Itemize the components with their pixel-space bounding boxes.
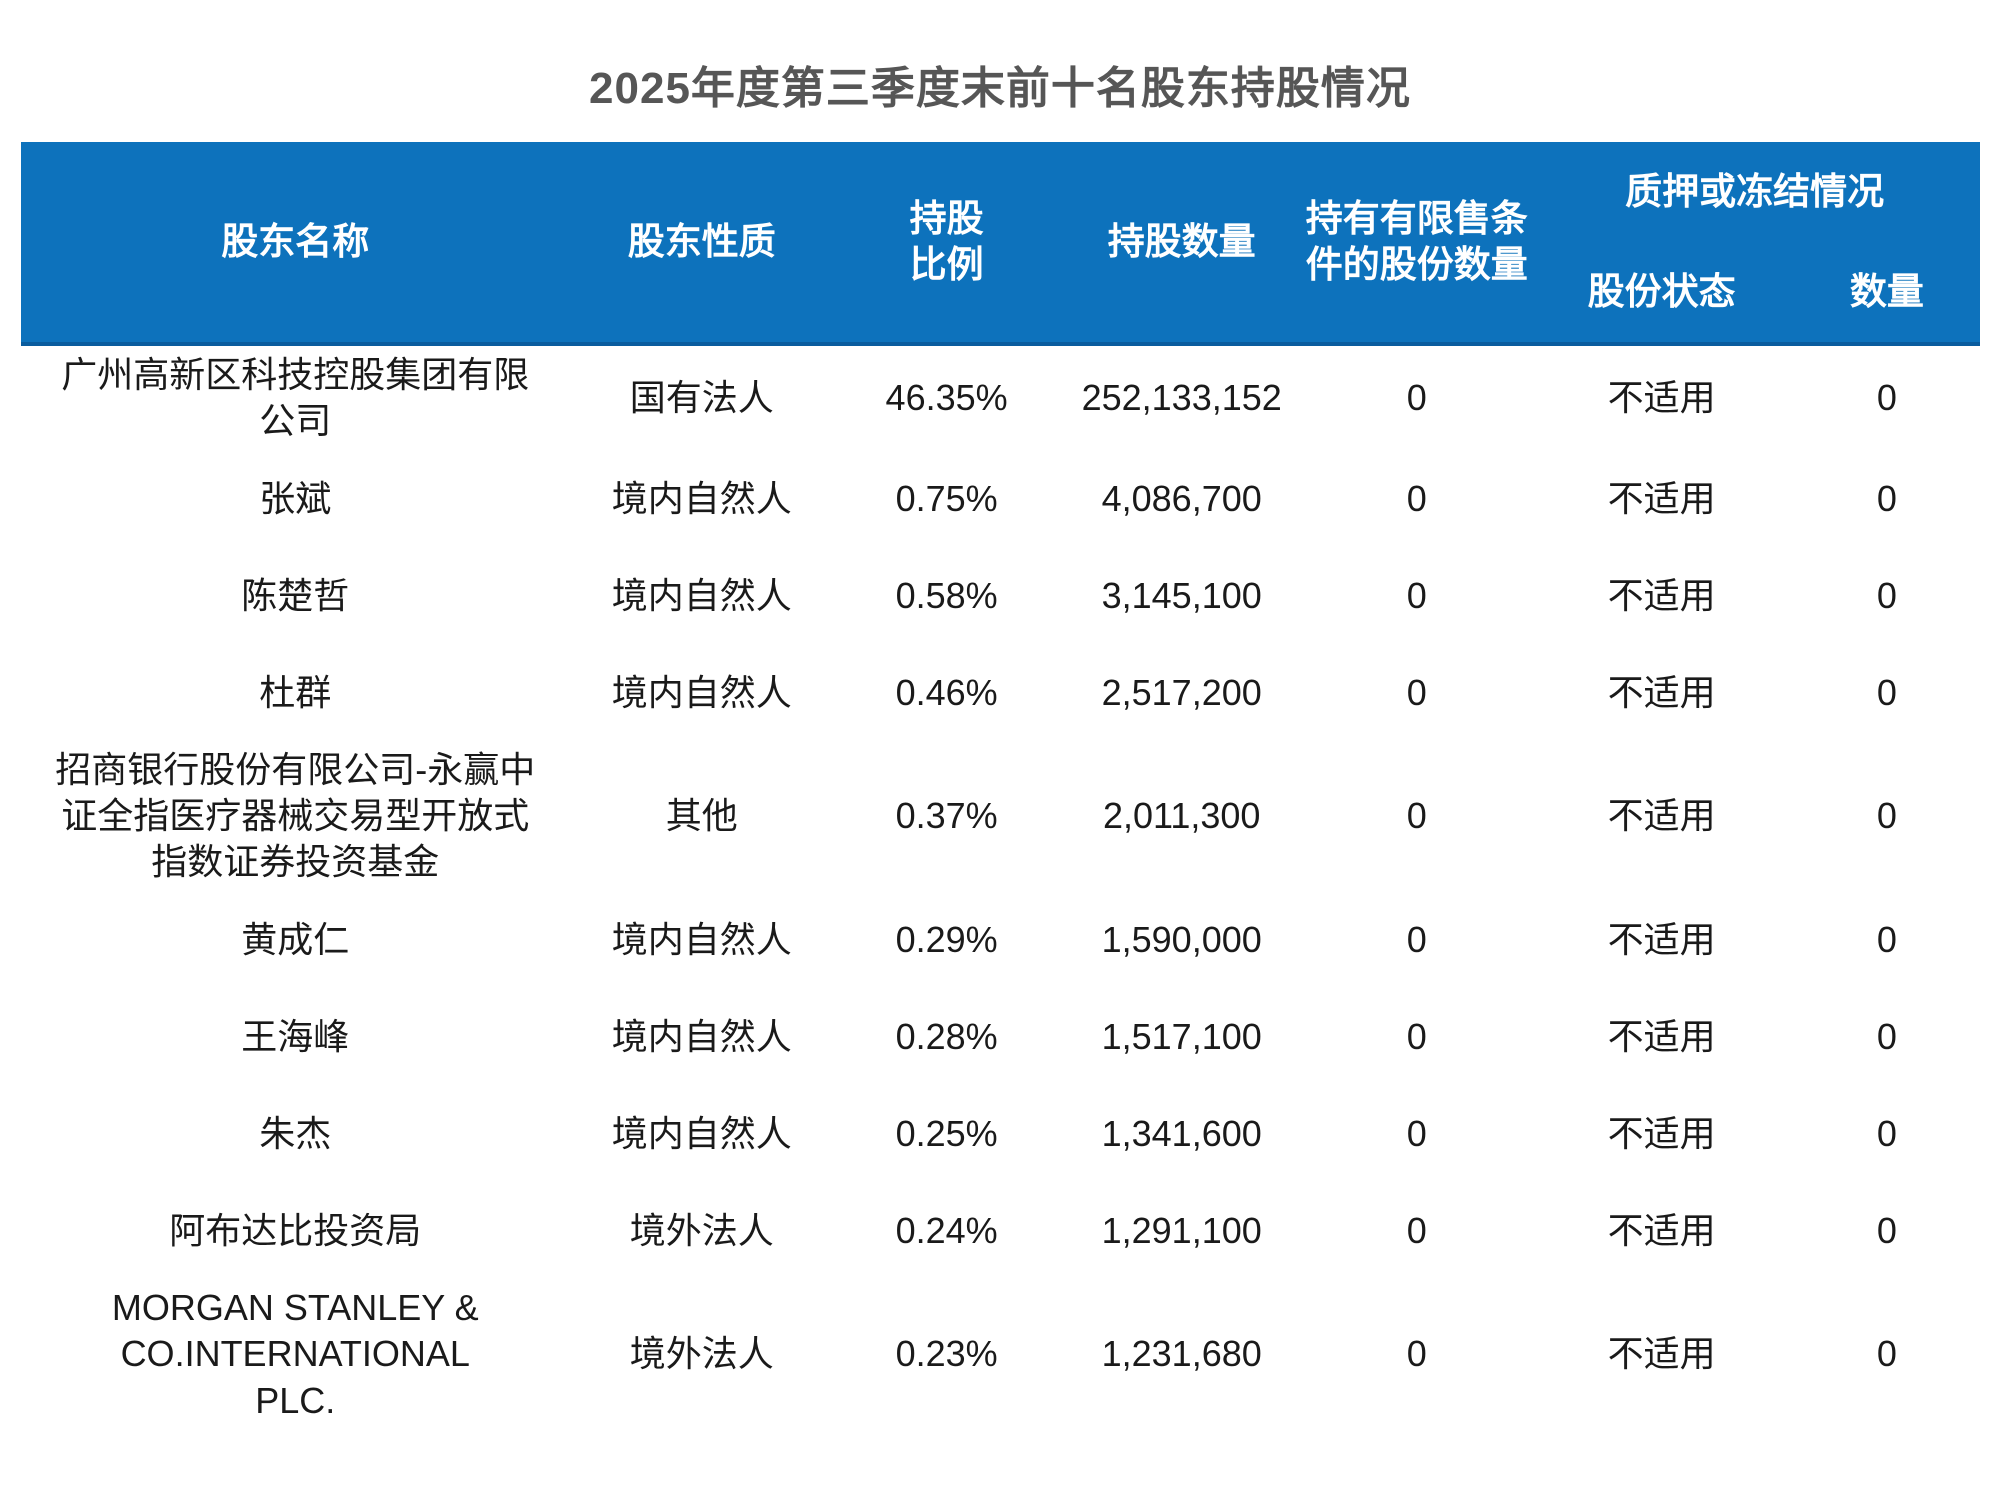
cell-shareholder-nature: 境内自然人 <box>611 574 792 616</box>
cell-holding-quantity: 1,590,000 <box>1101 918 1262 960</box>
cell-shareholder-nature: 其他 <box>665 795 738 837</box>
cell-pledge-count: 0 <box>1876 1015 1897 1057</box>
cell-pledge-count: 0 <box>1876 1333 1897 1375</box>
table-row: MORGAN STANLEY & CO.INTERNATIONAL PLC. 境… <box>21 1279 1980 1429</box>
cell-pledge-status: 不适用 <box>1607 377 1716 419</box>
cell-pledge-status: 不适用 <box>1607 574 1716 616</box>
cell-pledge-count: 0 <box>1876 477 1897 519</box>
cell-holding-quantity: 1,341,600 <box>1101 1112 1262 1154</box>
cell-pledge-status: 不适用 <box>1607 1209 1716 1251</box>
cell-shareholder-name: 陈楚哲 <box>241 574 350 616</box>
cell-restricted-shares: 0 <box>1406 377 1427 419</box>
cell-shareholder-name: 阿布达比投资局 <box>169 1209 422 1251</box>
cell-shareholder-nature: 国有法人 <box>629 377 774 419</box>
table-header: 股东名称 股东性质 持股 比例 持股数量 持有有限售条 件的股份数量 质押或冻结… <box>21 142 1980 346</box>
table-row: 陈楚哲 境内自然人 0.58% 3,145,100 0 不适用 0 <box>21 547 1980 644</box>
cell-shareholder-name: 张斌 <box>259 477 332 519</box>
cell-pledge-status: 不适用 <box>1607 671 1716 713</box>
cell-shareholder-name: 招商银行股份有限公司-永赢中 证全指医疗器械交易型开放式 指数证券投资基金 <box>55 749 536 883</box>
cell-shareholder-name: 杜群 <box>259 671 332 713</box>
cell-shareholder-name: 朱杰 <box>259 1112 332 1154</box>
table-row: 朱杰 境内自然人 0.25% 1,341,600 0 不适用 0 <box>21 1085 1980 1182</box>
cell-holding-quantity: 1,291,100 <box>1101 1209 1262 1251</box>
cell-restricted-shares: 0 <box>1406 671 1427 713</box>
header-pledge-share-status: 股份状态 <box>1587 270 1736 312</box>
cell-holding-quantity: 1,517,100 <box>1101 1015 1262 1057</box>
cell-pledge-count: 0 <box>1876 671 1897 713</box>
table-row: 广州高新区科技控股集团有限 公司 国有法人 46.35% 252,133,152… <box>21 346 1980 450</box>
cell-holding-quantity: 2,011,300 <box>1102 795 1261 837</box>
cell-pledge-status: 不适用 <box>1607 1112 1716 1154</box>
cell-shareholder-nature: 境外法人 <box>629 1333 774 1375</box>
cell-holding-ratio: 0.37% <box>895 795 998 837</box>
cell-shareholder-name: 王海峰 <box>241 1015 350 1057</box>
table-body: 广州高新区科技控股集团有限 公司 国有法人 46.35% 252,133,152… <box>21 346 1980 1430</box>
header-shareholder-nature: 股东性质 <box>627 220 776 262</box>
cell-restricted-shares: 0 <box>1406 1112 1427 1154</box>
cell-shareholder-nature: 境内自然人 <box>611 477 792 519</box>
cell-restricted-shares: 0 <box>1406 1333 1427 1375</box>
header-holding-ratio: 持股 比例 <box>909 197 984 285</box>
cell-shareholder-nature: 境内自然人 <box>611 918 792 960</box>
header-pledge-or-freeze-group: 质押或冻结情况 <box>1625 170 1885 212</box>
cell-holding-ratio: 0.23% <box>895 1333 998 1375</box>
cell-holding-quantity: 1,231,680 <box>1101 1333 1262 1375</box>
cell-shareholder-nature: 境内自然人 <box>611 671 792 713</box>
cell-shareholder-nature: 境内自然人 <box>611 1112 792 1154</box>
cell-holding-ratio: 0.25% <box>895 1112 998 1154</box>
cell-shareholder-nature: 境内自然人 <box>611 1015 792 1057</box>
cell-pledge-status: 不适用 <box>1607 477 1716 519</box>
cell-shareholder-name: MORGAN STANLEY & CO.INTERNATIONAL PLC. <box>111 1287 479 1421</box>
cell-pledge-count: 0 <box>1876 574 1897 616</box>
table-row: 张斌 境内自然人 0.75% 4,086,700 0 不适用 0 <box>21 450 1980 547</box>
cell-pledge-count: 0 <box>1876 918 1897 960</box>
table-row: 黄成仁 境内自然人 0.29% 1,590,000 0 不适用 0 <box>21 891 1980 988</box>
cell-pledge-count: 0 <box>1876 795 1897 837</box>
header-shareholder-name: 股东名称 <box>221 220 370 262</box>
cell-restricted-shares: 0 <box>1406 477 1427 519</box>
cell-holding-ratio: 0.29% <box>895 918 998 960</box>
cell-holding-ratio: 0.75% <box>895 477 998 519</box>
table-row: 阿布达比投资局 境外法人 0.24% 1,291,100 0 不适用 0 <box>21 1182 1980 1279</box>
cell-pledge-count: 0 <box>1876 1209 1897 1251</box>
cell-pledge-count: 0 <box>1876 1112 1897 1154</box>
table-row: 招商银行股份有限公司-永赢中 证全指医疗器械交易型开放式 指数证券投资基金 其他… <box>21 741 1980 891</box>
table-row: 杜群 境内自然人 0.46% 2,517,200 0 不适用 0 <box>21 644 1980 741</box>
cell-holding-ratio: 0.24% <box>895 1209 998 1251</box>
cell-holding-ratio: 0.28% <box>895 1015 998 1057</box>
page-title: 2025年度第三季度末前十名股东持股情况 <box>589 64 1411 113</box>
cell-holding-quantity: 4,086,700 <box>1101 477 1262 519</box>
header-restricted-shares: 持有有限售条 件的股份数量 <box>1305 197 1528 285</box>
cell-holding-ratio: 0.46% <box>895 671 998 713</box>
cell-restricted-shares: 0 <box>1406 795 1427 837</box>
cell-pledge-status: 不适用 <box>1607 1333 1716 1375</box>
cell-shareholder-name: 广州高新区科技控股集团有限 公司 <box>61 354 530 442</box>
header-holding-quantity: 持股数量 <box>1107 220 1256 262</box>
cell-holding-quantity: 3,145,100 <box>1101 574 1262 616</box>
cell-pledge-status: 不适用 <box>1607 918 1716 960</box>
cell-holding-quantity: 252,133,152 <box>1081 377 1282 419</box>
cell-holding-ratio: 0.58% <box>895 574 998 616</box>
cell-holding-quantity: 2,517,200 <box>1101 671 1262 713</box>
cell-restricted-shares: 0 <box>1406 918 1427 960</box>
cell-restricted-shares: 0 <box>1406 1209 1427 1251</box>
cell-holding-ratio: 46.35% <box>885 377 1008 419</box>
cell-restricted-shares: 0 <box>1406 574 1427 616</box>
cell-shareholder-name: 黄成仁 <box>241 918 350 960</box>
cell-shareholder-nature: 境外法人 <box>629 1209 774 1251</box>
header-pledge-quantity: 数量 <box>1849 270 1924 312</box>
shareholders-table: 股东名称 股东性质 持股 比例 持股数量 持有有限售条 件的股份数量 质押或冻结… <box>21 142 1980 1430</box>
cell-pledge-status: 不适用 <box>1607 1015 1716 1057</box>
cell-restricted-shares: 0 <box>1406 1015 1427 1057</box>
table-row: 王海峰 境内自然人 0.28% 1,517,100 0 不适用 0 <box>21 988 1980 1085</box>
cell-pledge-count: 0 <box>1876 377 1897 419</box>
cell-pledge-status: 不适用 <box>1607 795 1716 837</box>
